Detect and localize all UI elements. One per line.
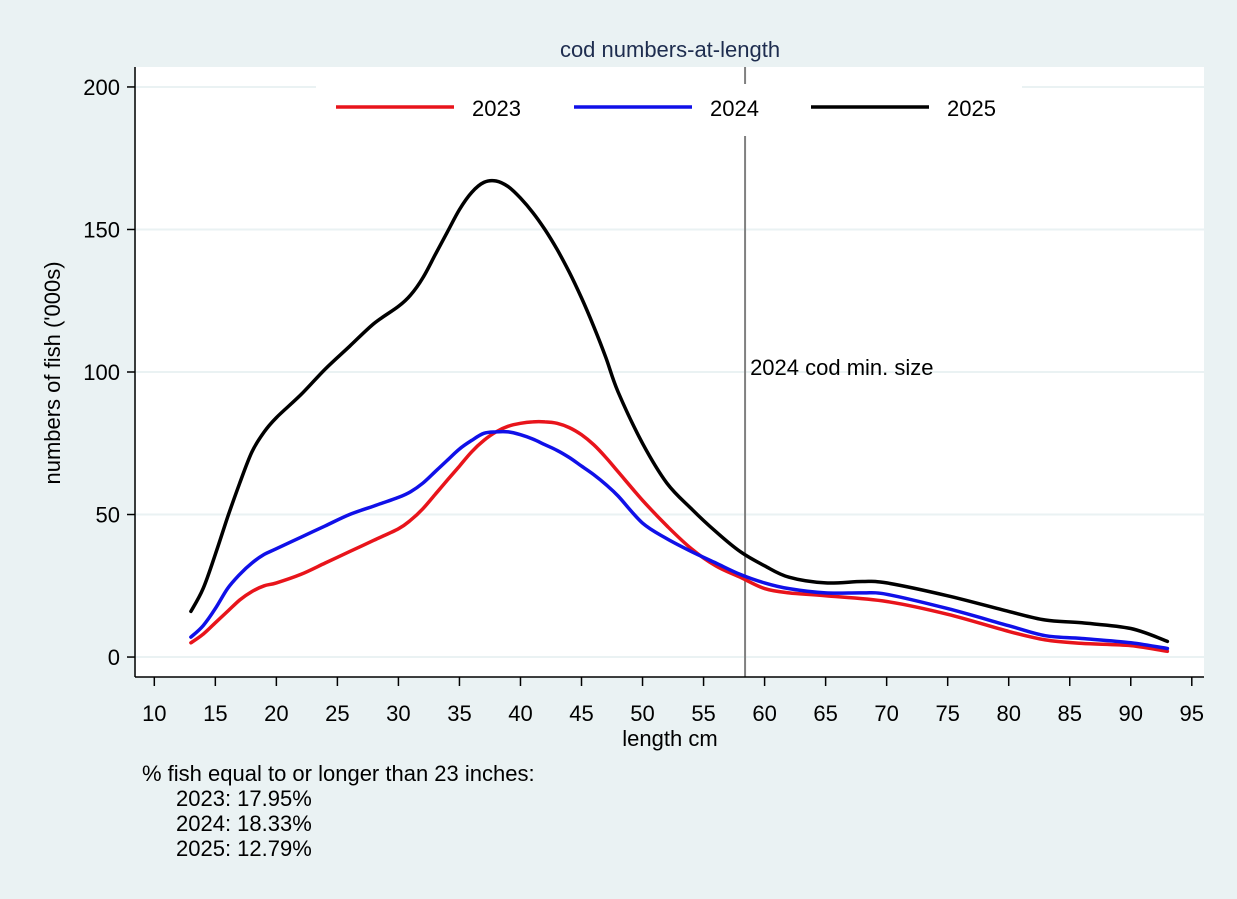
x-tick-label: 80 (996, 701, 1020, 726)
legend (316, 84, 1022, 136)
legend-label-2023: 2023 (472, 96, 521, 121)
y-tick-label: 100 (83, 360, 120, 385)
x-tick-label: 95 (1180, 701, 1204, 726)
x-tick-label: 30 (386, 701, 410, 726)
note-line-2025: 2025: 12.79% (176, 836, 312, 861)
grid-lines (136, 85, 1204, 659)
y-tick-label: 0 (108, 645, 120, 670)
series-line-2023 (189, 419, 1170, 654)
min-size-reference-label: 2024 cod min. size (750, 355, 933, 380)
note-line-2023: 2023: 17.95% (176, 786, 312, 811)
x-tick-label: 45 (569, 701, 593, 726)
y-axis-label: numbers of fish ('000s) (40, 261, 65, 484)
legend-label-2025: 2025 (947, 96, 996, 121)
note-line-2024: 2024: 18.33% (176, 811, 312, 836)
x-tick-label: 75 (935, 701, 959, 726)
series-line-2025 (189, 178, 1170, 644)
x-tick-label: 55 (691, 701, 715, 726)
x-tick-label: 15 (203, 701, 227, 726)
legend-label-2024: 2024 (710, 96, 759, 121)
y-tick-label: 200 (83, 75, 120, 100)
x-tick-label: 20 (264, 701, 288, 726)
x-tick-label: 35 (447, 701, 471, 726)
y-tick-label: 150 (83, 217, 120, 242)
series-line-2024 (189, 429, 1170, 651)
x-axis-label: length cm (622, 726, 717, 751)
chart-title: cod numbers-at-length (560, 37, 780, 62)
x-tick-label: 50 (630, 701, 654, 726)
x-tick-label: 10 (142, 701, 166, 726)
x-tick-label: 40 (508, 701, 532, 726)
x-tick-label: 25 (325, 701, 349, 726)
x-tick-label: 65 (813, 701, 837, 726)
x-tick-label: 70 (874, 701, 898, 726)
note-heading: % fish equal to or longer than 23 inches… (142, 761, 535, 786)
series-lines (189, 178, 1170, 654)
legend-items: 2023 2024 2025 (336, 96, 996, 121)
x-axis-ticks: 10 15 20 25 30 35 40 45 50 55 60 65 70 75 80 85 90 95 (142, 677, 1204, 726)
x-tick-label: 90 (1119, 701, 1143, 726)
x-tick-label: 85 (1057, 701, 1081, 726)
y-axis-ticks: 0 50 100 150 200 (83, 75, 135, 670)
y-tick-label: 50 (96, 503, 120, 528)
x-tick-label: 60 (752, 701, 776, 726)
